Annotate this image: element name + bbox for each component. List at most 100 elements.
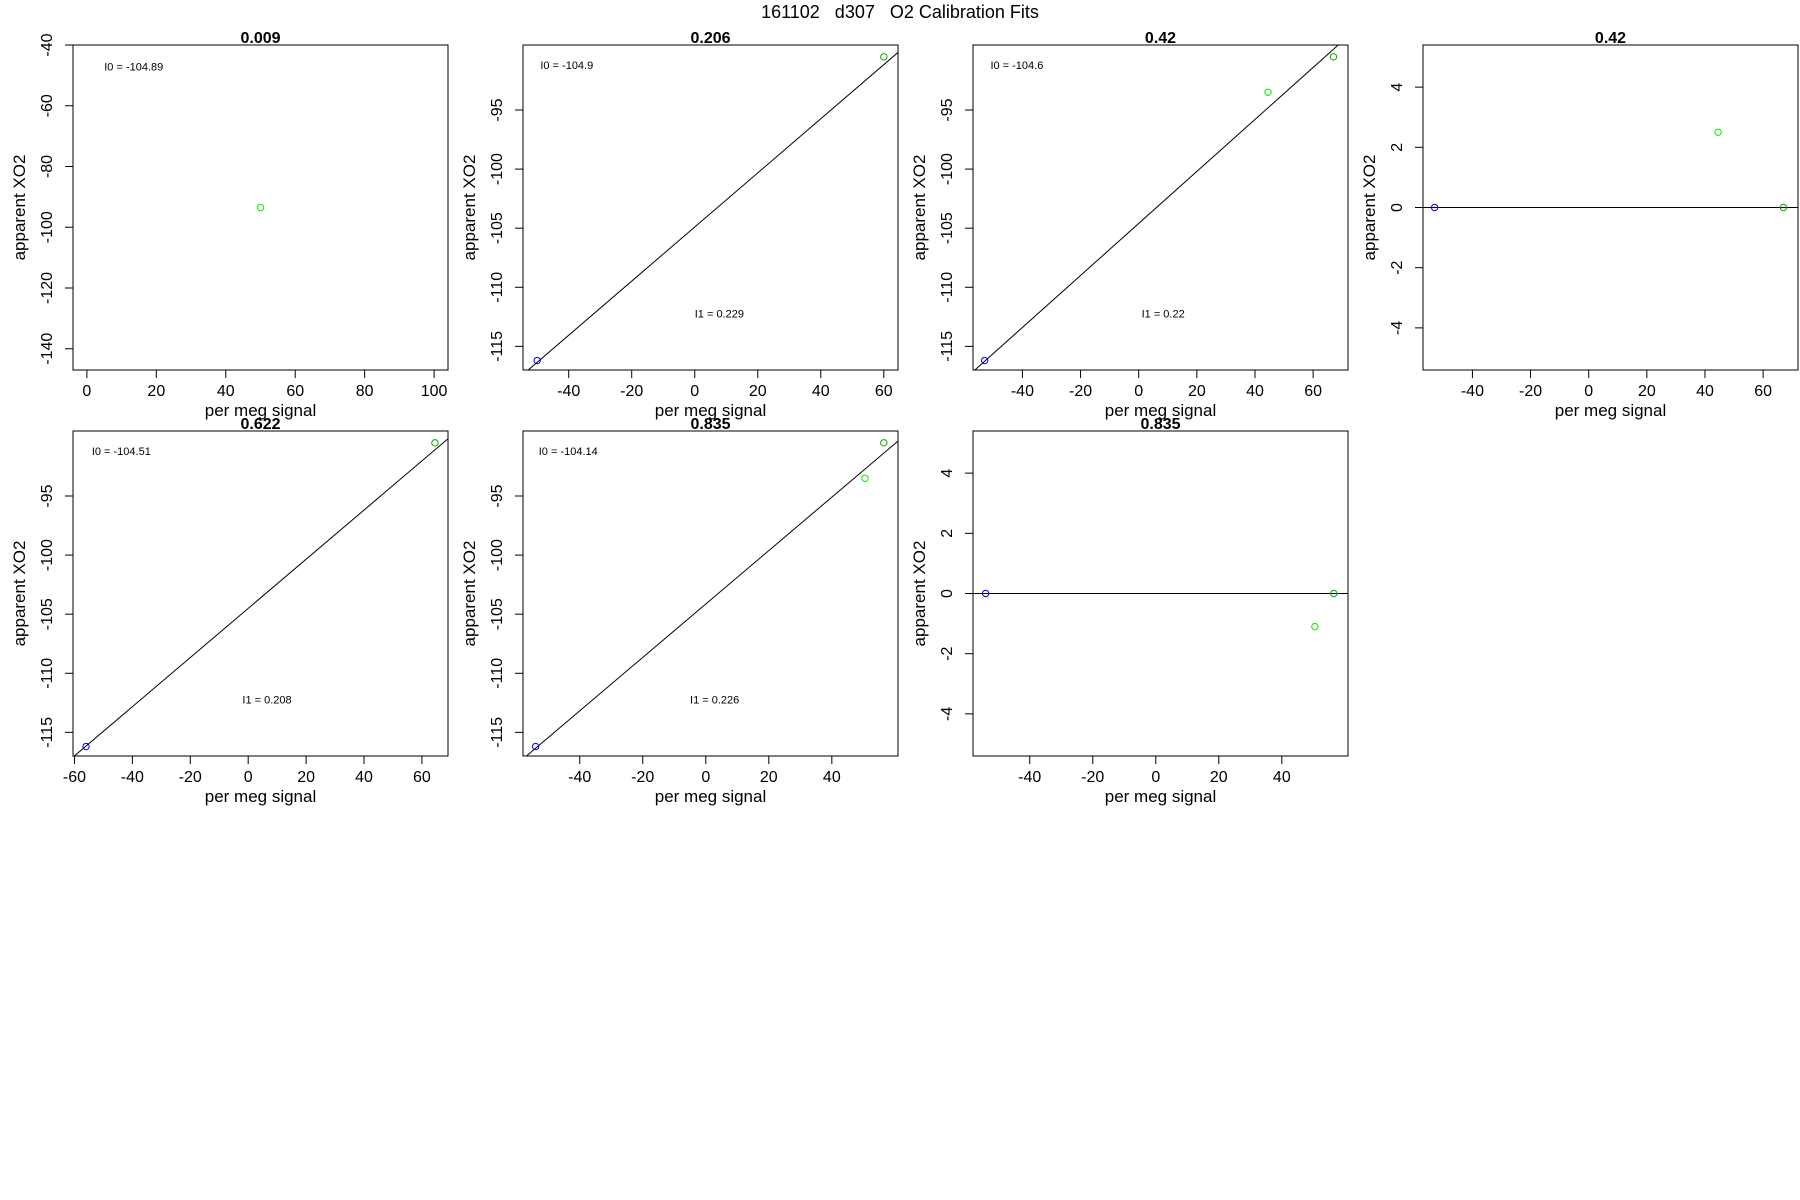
x-tick-label: 0 bbox=[82, 383, 91, 400]
x-tick-label: 0 bbox=[1134, 383, 1143, 400]
chart-title: 0.622 bbox=[240, 416, 280, 433]
x-tick-label: 20 bbox=[297, 769, 315, 786]
fit-annotation: I1 = 0.22 bbox=[1142, 308, 1185, 320]
y-tick-label: 0 bbox=[1389, 203, 1406, 212]
chart-title: 0.42 bbox=[1145, 30, 1176, 47]
x-tick-label: 40 bbox=[823, 769, 841, 786]
plot-frame bbox=[72, 430, 449, 757]
x-tick-label: -20 bbox=[631, 769, 654, 786]
x-tick-label: 40 bbox=[1246, 383, 1264, 400]
y-tick-label: -105 bbox=[489, 212, 506, 244]
chart-title: 0.42 bbox=[1595, 30, 1626, 47]
y-tick-label: -110 bbox=[939, 272, 956, 303]
x-tick-label: -20 bbox=[179, 769, 202, 786]
y-tick-label: -100 bbox=[39, 211, 56, 243]
chart-title: 0.835 bbox=[690, 416, 730, 433]
x-tick-label: 40 bbox=[812, 383, 830, 400]
plot-frame bbox=[522, 44, 899, 371]
x-tick-label: 0 bbox=[244, 769, 253, 786]
data-point bbox=[880, 439, 888, 447]
x-tick-label: 40 bbox=[217, 383, 235, 400]
y-axis-label: apparent XO2 bbox=[10, 541, 29, 647]
x-tick-label: -40 bbox=[1018, 769, 1041, 786]
y-tick-label: 2 bbox=[939, 529, 956, 538]
y-axis-label: apparent XO2 bbox=[910, 155, 929, 261]
y-tick-label: -105 bbox=[39, 598, 56, 630]
fit-annotation: I0 = -104.6 bbox=[990, 60, 1043, 72]
y-tick-label: -115 bbox=[489, 331, 506, 362]
y-tick-label: -100 bbox=[39, 539, 56, 571]
y-tick-label: -110 bbox=[39, 658, 56, 689]
x-tick-label: 20 bbox=[1210, 769, 1228, 786]
y-tick-label: -115 bbox=[39, 717, 56, 748]
y-tick-label: 4 bbox=[1389, 83, 1406, 92]
fit-annotation: I0 = -104.9 bbox=[540, 60, 593, 72]
plot-frame bbox=[972, 44, 1349, 371]
x-tick-label: 60 bbox=[286, 383, 304, 400]
chart-panel-2: 0.206 -40 -20 0 20 40 60 -95 -100 -105 -110 -115 per… bbox=[460, 30, 899, 420]
y-tick-label: -100 bbox=[489, 153, 506, 185]
x-tick-label: 0 bbox=[701, 769, 710, 786]
data-point bbox=[1264, 88, 1272, 96]
data-point bbox=[256, 203, 265, 212]
x-tick-label: -20 bbox=[1069, 383, 1092, 400]
y-tick-label: -95 bbox=[489, 484, 506, 507]
y-tick-label: -95 bbox=[489, 98, 506, 121]
data-point bbox=[861, 474, 869, 482]
fit-annotation: I0 = -104.51 bbox=[92, 446, 151, 458]
data-point bbox=[880, 53, 888, 61]
fit-line bbox=[974, 45, 1339, 370]
x-tick-label: 60 bbox=[1754, 383, 1772, 400]
data-point bbox=[1714, 128, 1722, 136]
x-tick-label: 60 bbox=[1304, 383, 1322, 400]
chart-title: 0.206 bbox=[690, 30, 730, 47]
page-title: 161102 d307 O2 Calibration Fits bbox=[761, 2, 1039, 22]
y-tick-label: -110 bbox=[489, 272, 506, 303]
x-tick-label: 40 bbox=[355, 769, 373, 786]
x-axis-label: per meg signal bbox=[205, 787, 317, 806]
x-tick-label: -40 bbox=[568, 769, 591, 786]
x-tick-label: 20 bbox=[1638, 383, 1656, 400]
x-tick-label: 40 bbox=[1696, 383, 1714, 400]
fit-line bbox=[527, 52, 898, 370]
x-tick-label: 60 bbox=[413, 769, 431, 786]
fit-annotation: I1 = 0.229 bbox=[695, 308, 744, 320]
x-axis-label: per meg signal bbox=[655, 787, 767, 806]
y-tick-label: -4 bbox=[939, 707, 956, 721]
y-tick-label: 0 bbox=[939, 589, 956, 598]
y-tick-label: -105 bbox=[939, 212, 956, 244]
fit-line bbox=[525, 440, 898, 756]
data-point bbox=[1779, 203, 1788, 212]
fit-annotation: I1 = 0.226 bbox=[690, 694, 739, 706]
x-tick-label: 40 bbox=[1273, 769, 1291, 786]
x-tick-label: 0 bbox=[690, 383, 699, 400]
y-tick-label: -95 bbox=[39, 484, 56, 507]
fit-annotation: I0 = -104.89 bbox=[104, 61, 163, 73]
data-point bbox=[981, 589, 990, 598]
y-tick-label: -4 bbox=[1389, 321, 1406, 335]
y-tick-label: -115 bbox=[939, 331, 956, 362]
y-axis-label: apparent XO2 bbox=[460, 155, 479, 261]
chart-panel-5: 0.622 -60 -40 -20 0 20 40 60 -95 -100 -105 -110 -115… bbox=[10, 416, 449, 806]
y-tick-label: -140 bbox=[39, 333, 56, 365]
x-tick-label: 0 bbox=[1584, 383, 1593, 400]
x-axis-label: per meg signal bbox=[1105, 787, 1217, 806]
chart-panel-6: 0.835 -40 -20 0 20 40 -95 -100 -105 -110 -115 per m… bbox=[460, 416, 899, 806]
x-axis-label: per meg signal bbox=[1105, 401, 1217, 420]
x-tick-label: -40 bbox=[121, 769, 144, 786]
x-axis-label: per meg signal bbox=[655, 401, 767, 420]
fit-annotation: I0 = -104.14 bbox=[539, 446, 598, 458]
data-point bbox=[1330, 589, 1338, 598]
data-point bbox=[531, 742, 540, 751]
x-tick-label: -20 bbox=[1519, 383, 1542, 400]
x-tick-label: 100 bbox=[421, 383, 448, 400]
x-tick-label: 20 bbox=[760, 769, 778, 786]
x-tick-label: -40 bbox=[1011, 383, 1034, 400]
x-tick-label: -40 bbox=[557, 383, 580, 400]
fit-annotation: I1 = 0.208 bbox=[242, 694, 291, 706]
y-tick-label: -95 bbox=[939, 98, 956, 121]
y-tick-label: -115 bbox=[489, 717, 506, 748]
chart-panel-3: 0.42 -40 -20 0 20 40 60 -95 -100 -105 -110 -115 per … bbox=[910, 30, 1349, 420]
x-tick-label: 20 bbox=[1188, 383, 1206, 400]
data-point bbox=[1311, 622, 1319, 631]
